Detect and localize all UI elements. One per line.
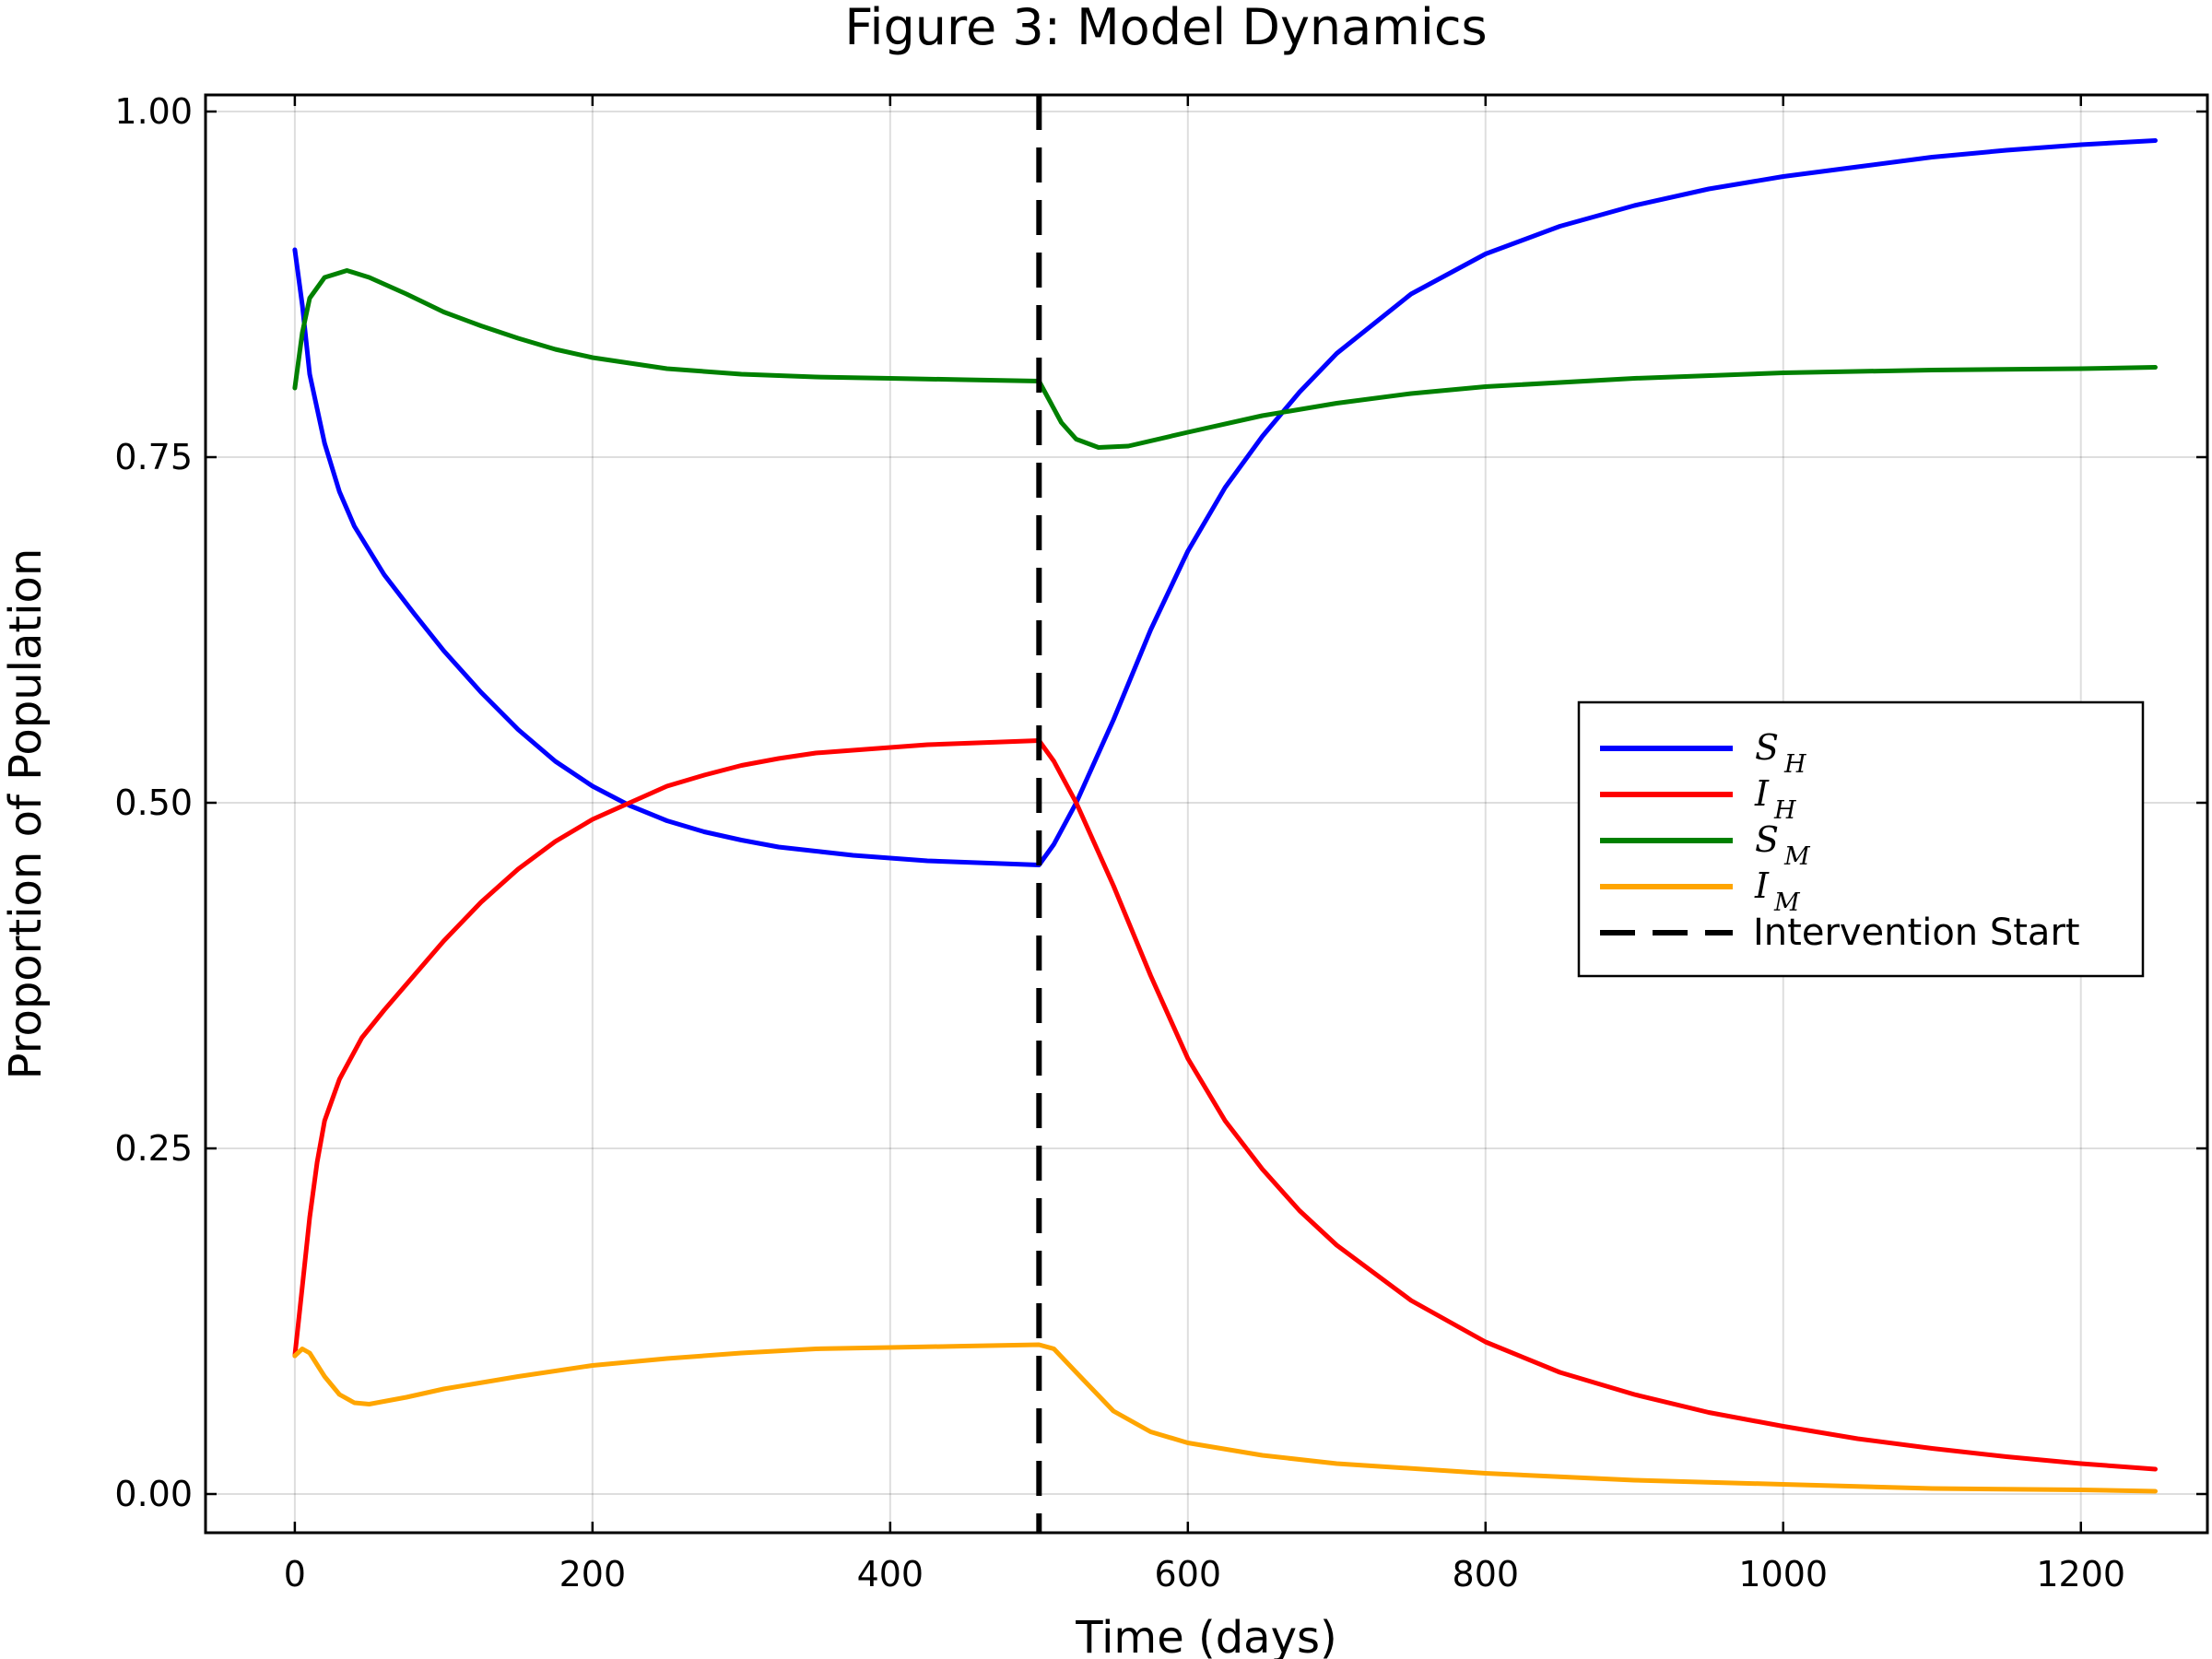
x-tick-label: 1200: [2036, 1554, 2125, 1594]
legend-label-intervention: Intervention Start: [1753, 912, 2080, 954]
chart-title: Figure 3: Model Dynamics: [844, 0, 1487, 56]
x-tick-label: 600: [1155, 1554, 1222, 1594]
x-axis: 0 200 400 600 800 1000 1200: [284, 95, 2125, 1594]
x-tick-label: 0: [284, 1554, 306, 1594]
y-tick-label: 1.00: [114, 91, 193, 132]
series-line-s-m: [292, 268, 2158, 450]
x-tick-label: 800: [1453, 1554, 1520, 1594]
x-tick-label: 400: [857, 1554, 924, 1594]
series-group: [292, 138, 2158, 1494]
series-line-i-m: [292, 1342, 2158, 1494]
y-axis: 0.00 0.25 0.50 0.75 1.00: [114, 91, 2207, 1514]
y-tick-label: 0.75: [114, 437, 193, 477]
y-tick-label: 0.00: [114, 1474, 193, 1514]
x-tick-label: 200: [559, 1554, 627, 1594]
x-axis-label: Time (days): [1075, 1612, 1336, 1659]
y-tick-label: 0.50: [114, 782, 193, 823]
series-line-i-h: [292, 738, 2158, 1472]
series-line-s-h: [292, 138, 2158, 867]
x-tick-label: 1000: [1738, 1554, 1828, 1594]
plot-frame: [204, 93, 2209, 1535]
y-axis-label: Proportion of Population: [0, 548, 52, 1080]
y-tick-label: 0.25: [114, 1128, 193, 1169]
